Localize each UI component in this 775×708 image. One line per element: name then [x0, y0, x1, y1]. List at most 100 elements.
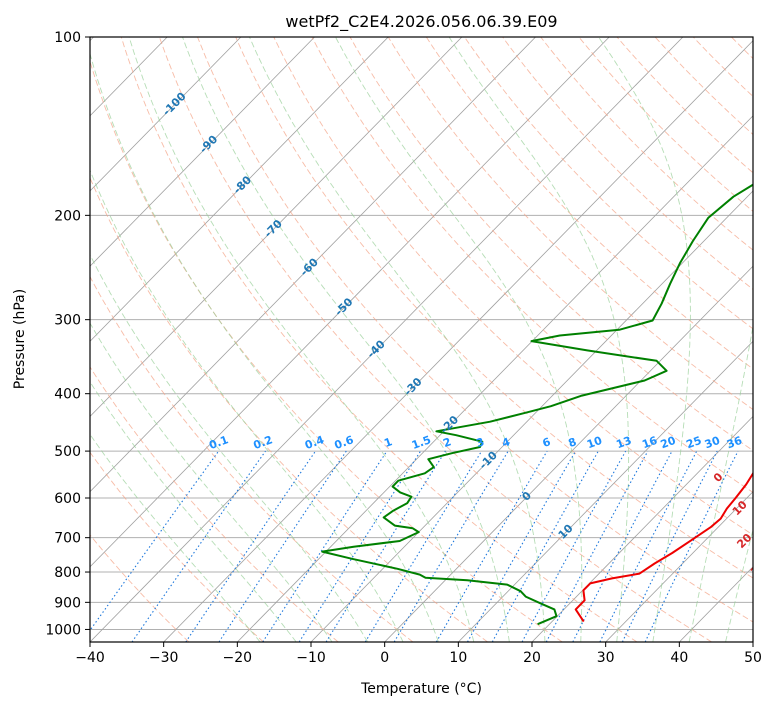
dry-adiabat-label: 20 — [734, 531, 754, 551]
plot-frame — [89, 36, 754, 643]
x-tick-label: 40 — [670, 650, 688, 666]
mixing-ratio-line — [644, 450, 739, 642]
isotherm-line — [605, 491, 753, 642]
mixing-ratio-line — [262, 450, 388, 642]
moist-adiabat — [90, 52, 439, 642]
mixing-ratio-label: 0.4 — [303, 433, 326, 452]
y-tick-label: 600 — [54, 491, 81, 507]
isotherm-line — [90, 37, 242, 192]
background-lines — [90, 37, 775, 642]
mixing-ratio-label: 25 — [684, 434, 703, 451]
mixing-ratio-label: 10 — [585, 434, 604, 452]
moist-adiabat — [90, 381, 297, 642]
moist-adiabat — [90, 253, 368, 642]
moist-adiabat — [598, 37, 691, 642]
axes: −40 −30 −20 −10 0 10 20 30 40 5010020030040050060… — [45, 30, 762, 666]
mixing-ratio-line — [325, 450, 446, 642]
dry-adiabat — [273, 37, 753, 536]
isotherm-line — [90, 37, 610, 568]
isotherm-line — [90, 37, 684, 642]
x-tick-label: −20 — [223, 650, 253, 666]
dry-adiabat — [90, 534, 190, 642]
isotherm-line — [458, 340, 753, 642]
x-tick-label: −10 — [296, 650, 326, 666]
y-tick-label: 400 — [54, 387, 81, 403]
moist-adiabat — [688, 323, 753, 642]
mixing-ratio-line — [393, 450, 509, 642]
y-tick-label: 900 — [54, 595, 81, 611]
isotherm-line — [90, 37, 536, 493]
mixing-ratio-line — [185, 450, 316, 642]
x-tick-label: 10 — [449, 650, 467, 666]
mixing-ratio-label: 0.6 — [333, 433, 356, 452]
dry-adiabat — [90, 59, 563, 642]
mixing-ratio-line — [467, 450, 577, 642]
isotherm-line — [752, 641, 753, 642]
mixing-ratio-label: 2 — [441, 435, 453, 450]
dry-adiabat — [235, 37, 753, 579]
mixing-ratio-line — [521, 450, 627, 642]
dry-adiabat — [90, 176, 488, 642]
mixing-ratio-label: 36 — [725, 434, 744, 452]
moist-adiabat — [90, 433, 261, 642]
mixing-ratio-line — [90, 450, 220, 632]
dry-adiabat — [578, 37, 753, 212]
mixing-ratio-line — [491, 450, 599, 642]
mixing-ratio-line — [435, 450, 548, 642]
dry-adiabat-label: 30 — [748, 558, 768, 578]
y-tick-label: 700 — [54, 531, 81, 547]
moist-adiabat — [90, 322, 333, 642]
mixing-ratio-label: 0.1 — [207, 433, 230, 452]
mixing-ratio-line — [621, 450, 718, 642]
dry-adiabat — [540, 37, 753, 251]
y-tick-label: 1000 — [45, 622, 81, 638]
dry-adiabat — [90, 366, 339, 642]
plot-area — [90, 37, 753, 642]
dry-adiabat-label: 40 — [764, 587, 775, 607]
y-tick-label: 200 — [54, 208, 81, 224]
x-tick-label: 30 — [597, 650, 615, 666]
moist-adiabat — [182, 37, 510, 642]
x-tick-label: 50 — [744, 650, 762, 666]
y-tick-label: 300 — [54, 313, 81, 329]
isotherm-line — [90, 37, 315, 267]
dry-adiabat — [90, 275, 414, 642]
x-tick-label: −40 — [75, 650, 105, 666]
y-axis-label: Pressure (hPa) — [12, 289, 28, 389]
moist-adiabat — [448, 37, 630, 642]
x-tick-label: 0 — [380, 650, 389, 666]
x-tick-label: −30 — [149, 650, 179, 666]
isotherm-line — [531, 415, 753, 642]
dry-adiabat — [387, 37, 753, 411]
isotherm-line — [237, 115, 753, 642]
mixing-ratio-label: 16 — [640, 434, 659, 452]
mixing-ratio-label: 8 — [567, 435, 579, 450]
mixing-ratio-line — [364, 450, 483, 642]
moist-adiabat — [248, 37, 546, 642]
moist-adiabat — [335, 37, 583, 642]
dry-adiabat — [425, 37, 753, 370]
chart-title: wetPf2_C2E4.2026.056.06.39.E09 — [285, 12, 557, 32]
mixing-ratio-label: 3 — [474, 435, 486, 450]
y-tick-label: 500 — [54, 444, 81, 460]
x-axis-label: Temperature (°C) — [360, 681, 482, 697]
isotherm-line — [90, 37, 389, 342]
mixing-ratio-label: 4 — [500, 435, 512, 450]
isotherm-line — [384, 265, 753, 642]
dry-adiabat — [158, 37, 712, 642]
dry-adiabat — [311, 37, 753, 493]
dewpoint-line — [321, 183, 753, 626]
mixing-ratio-label: 30 — [703, 434, 722, 452]
isotherm-line — [90, 37, 463, 418]
isotherm-line — [163, 40, 753, 642]
dry-adiabat — [120, 37, 638, 642]
mixing-ratio-label: 20 — [659, 434, 678, 452]
mixing-ratio-label: 1 — [382, 435, 394, 450]
profile-series — [321, 183, 753, 626]
dry-adiabat — [770, 37, 775, 642]
dry-adiabat — [349, 37, 753, 452]
y-tick-label: 800 — [54, 565, 81, 581]
mixing-ratio-line — [131, 450, 266, 642]
mixing-ratio-label: 6 — [541, 435, 553, 450]
